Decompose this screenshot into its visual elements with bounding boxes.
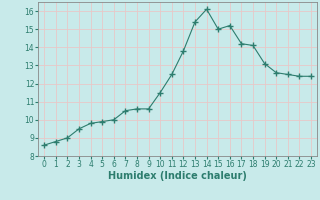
X-axis label: Humidex (Indice chaleur): Humidex (Indice chaleur) [108, 171, 247, 181]
